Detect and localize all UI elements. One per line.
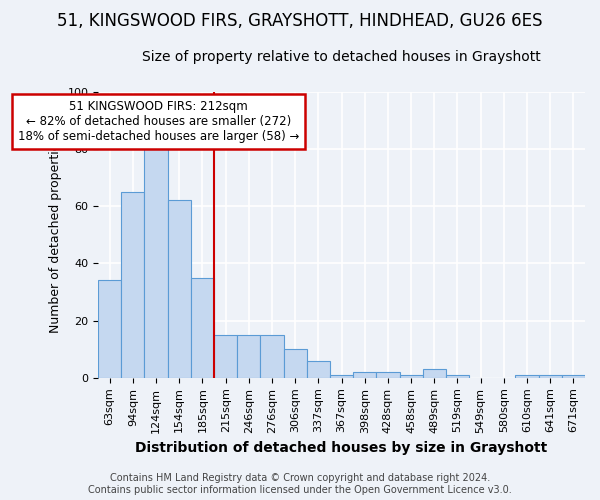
Bar (98, 280, 121, 378)
Title: Size of property relative to detached houses in Grayshott: Size of property relative to detached ho… (142, 50, 541, 64)
Bar (237, 335, 260, 378)
Bar (400, 375, 423, 378)
Bar (167, 200, 191, 378)
Bar (145, 138, 167, 378)
Bar (214, 335, 237, 378)
Bar (423, 369, 446, 378)
Bar (562, 375, 585, 378)
Text: Contains HM Land Registry data © Crown copyright and database right 2024.
Contai: Contains HM Land Registry data © Crown c… (88, 474, 512, 495)
Text: 51 KINGSWOOD FIRS: 212sqm
← 82% of detached houses are smaller (272)
18% of semi: 51 KINGSWOOD FIRS: 212sqm ← 82% of detac… (18, 100, 299, 143)
Bar (330, 375, 353, 378)
Bar (515, 375, 539, 378)
Bar (539, 375, 562, 378)
Bar (260, 335, 284, 378)
Y-axis label: Number of detached properties: Number of detached properties (49, 136, 62, 333)
Text: 51, KINGSWOOD FIRS, GRAYSHOTT, HINDHEAD, GU26 6ES: 51, KINGSWOOD FIRS, GRAYSHOTT, HINDHEAD,… (57, 12, 543, 30)
Bar (191, 278, 214, 378)
Bar (284, 349, 307, 378)
Bar (307, 360, 330, 378)
X-axis label: Distribution of detached houses by size in Grayshott: Distribution of detached houses by size … (136, 441, 548, 455)
Bar (376, 372, 400, 378)
Bar (121, 192, 145, 378)
Bar (446, 375, 469, 378)
Bar (353, 372, 376, 378)
